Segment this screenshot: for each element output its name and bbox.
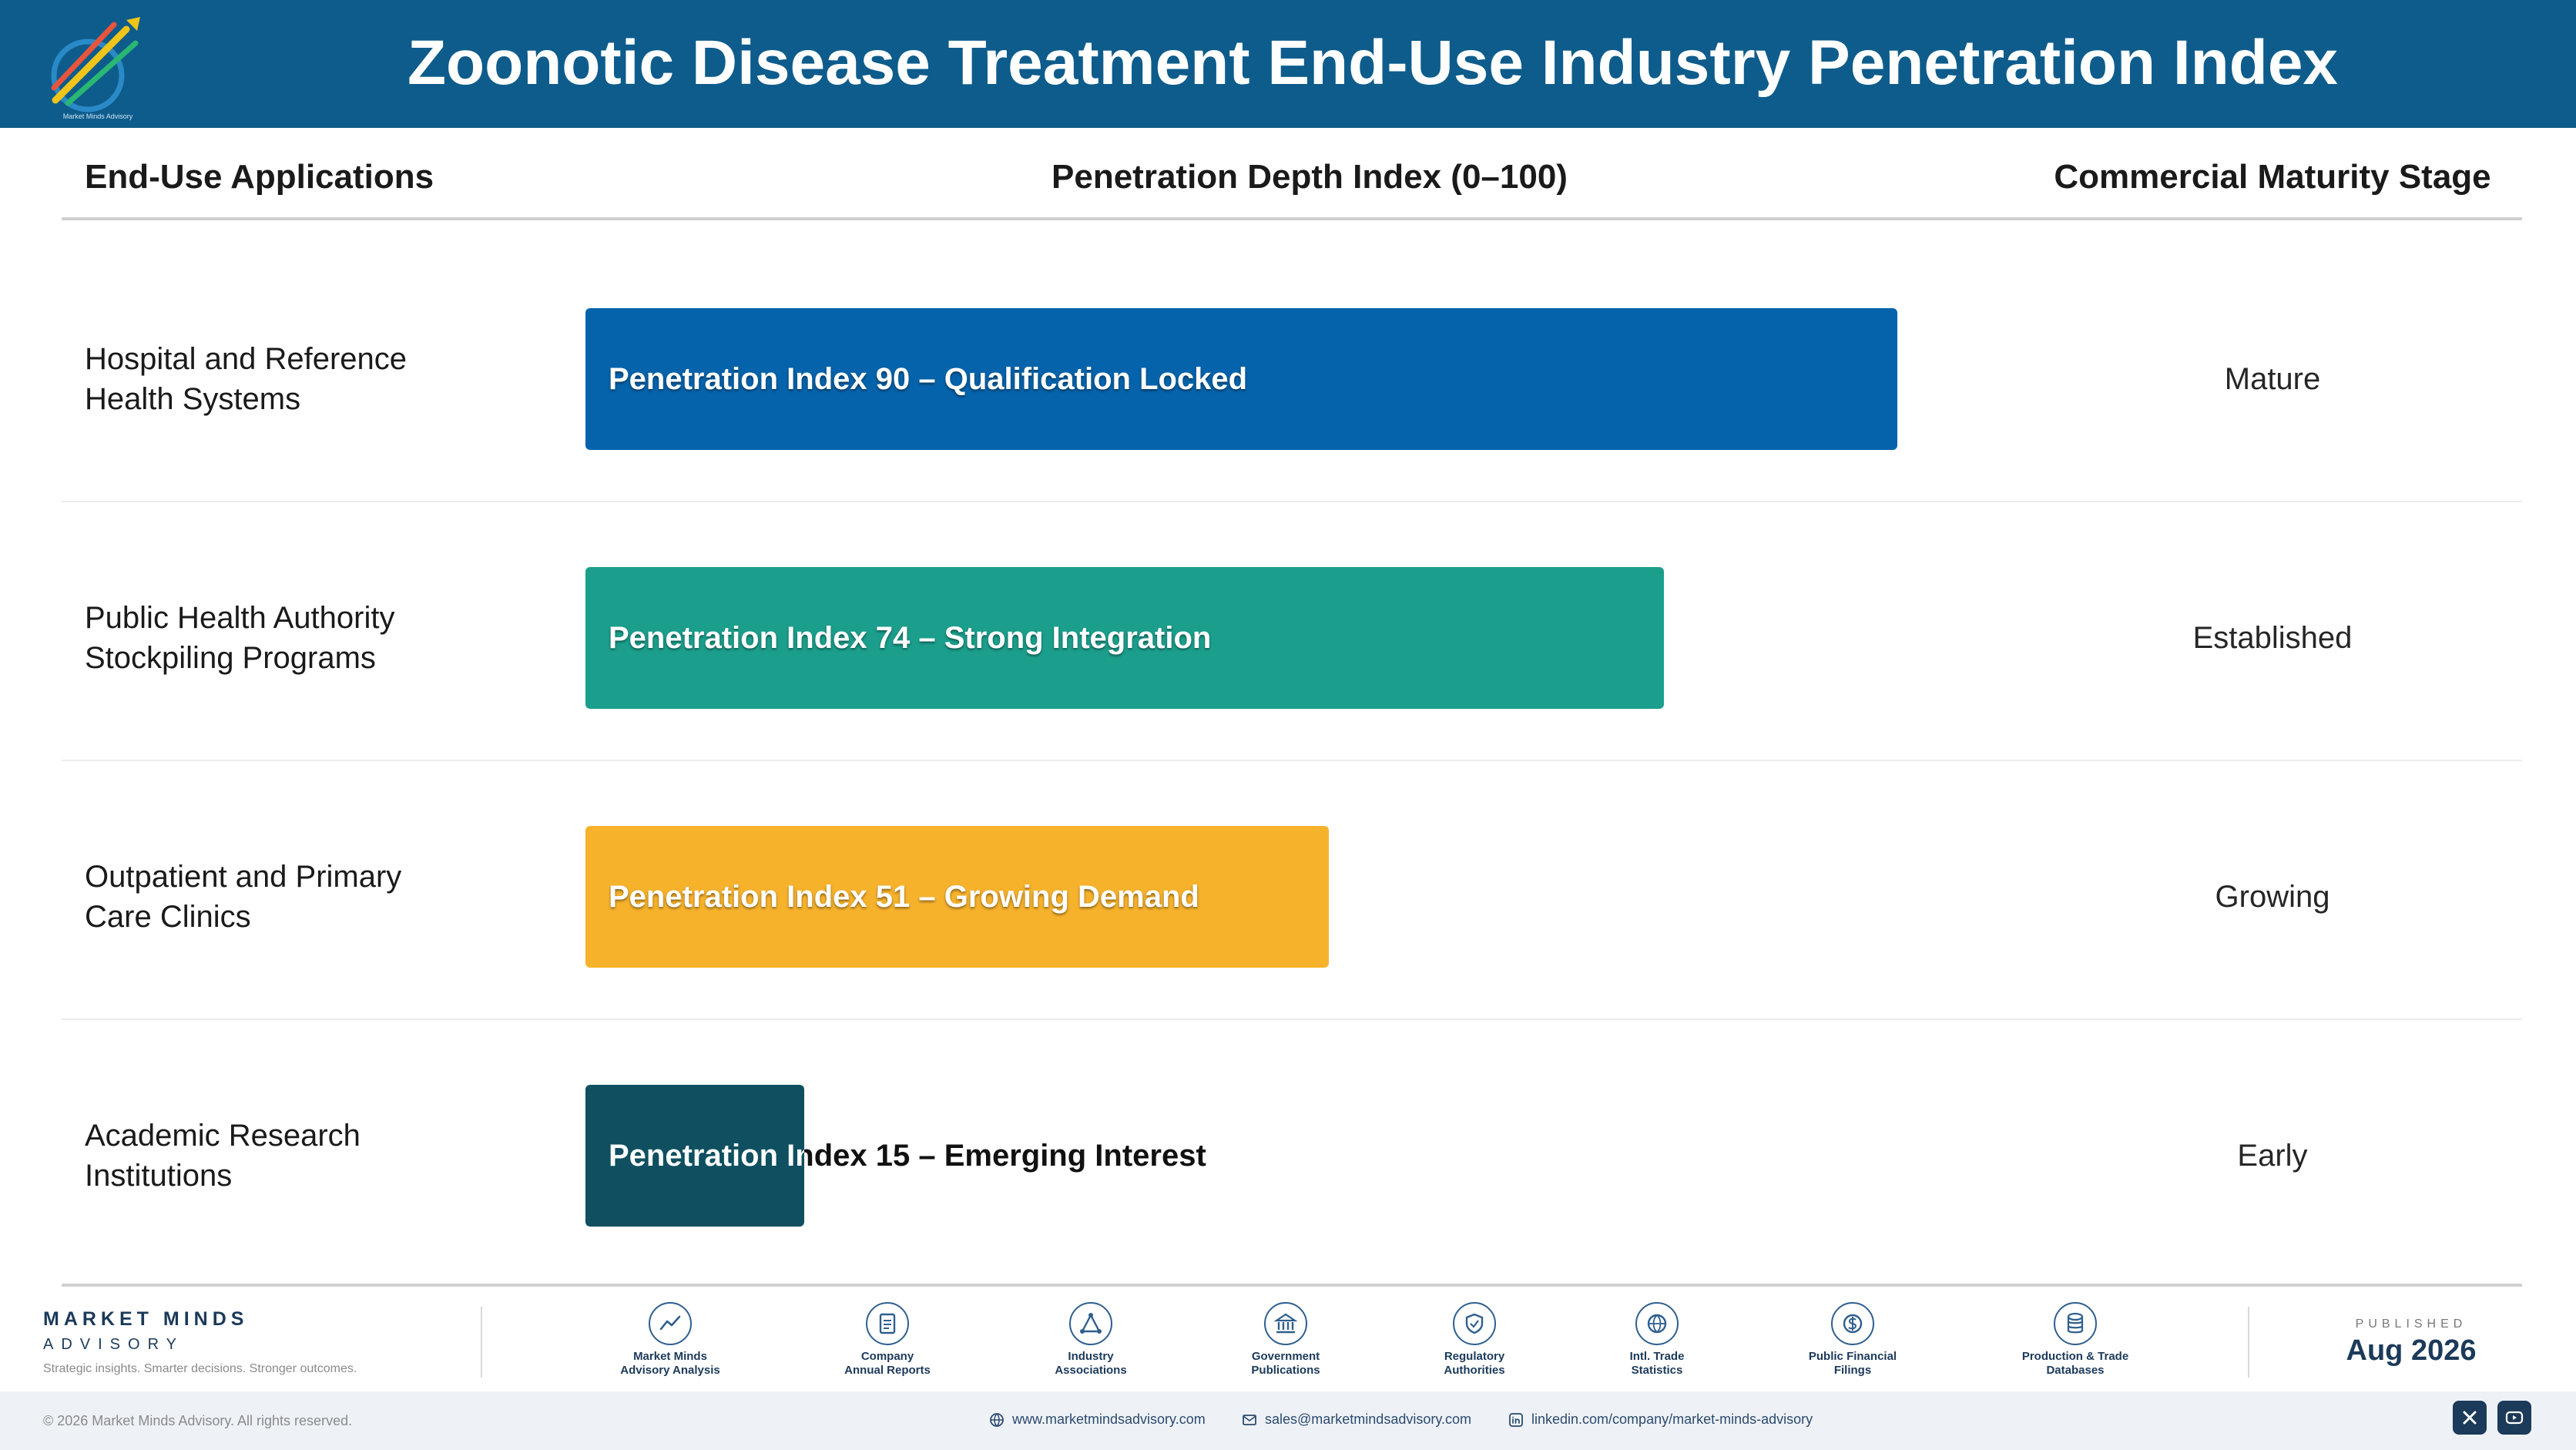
email-text: sales@marketmindsadvisory.com	[1265, 1411, 1472, 1427]
bar	[585, 826, 1329, 968]
linkedin-icon	[1509, 1412, 1523, 1427]
chart-bottom-divider	[62, 1284, 2522, 1287]
maturity-stage: Established	[2192, 621, 2353, 655]
column-header-index: Penetration Depth Index (0–100)	[1052, 158, 1568, 196]
brand-name: MARKET MINDS	[43, 1308, 249, 1330]
source-item: Regulatory Authorities	[1397, 1302, 1551, 1378]
brand-subtitle: ADVISORY	[43, 1336, 184, 1353]
chart-line-icon	[649, 1302, 692, 1345]
row-label-line: Outpatient and Primary	[85, 860, 402, 894]
source-label: Intl. Trade Statistics	[1629, 1350, 1685, 1377]
row-label: Academic Research Institutions	[85, 1116, 516, 1196]
bar	[585, 567, 1665, 709]
linkedin-link[interactable]: linkedin.com/company/market-minds-adviso…	[1508, 1411, 1813, 1428]
footer-divider-right	[2248, 1307, 2249, 1378]
bar	[585, 1085, 804, 1227]
document-icon	[866, 1302, 909, 1345]
x-social-button[interactable]	[2453, 1401, 2487, 1435]
header-divider	[62, 217, 2522, 220]
row-label: Public Health Authority Stockpiling Progr…	[85, 598, 516, 678]
logo-text: Market Minds Advisory	[63, 112, 133, 120]
row-divider	[62, 760, 2522, 761]
website-text: www.marketmindsadvisory.com	[1012, 1411, 1206, 1427]
globe-icon	[990, 1412, 1004, 1427]
network-icon	[1069, 1302, 1112, 1345]
company-logo-icon: Market Minds Advisory	[51, 17, 140, 120]
column-header-applications: End-Use Applications	[85, 158, 434, 196]
row-label-line: Public Health Authority	[85, 601, 395, 635]
bar-label: Penetration Index 90 – Qualification Loc…	[609, 362, 1248, 396]
footer-divider-left	[481, 1307, 482, 1378]
bar	[585, 308, 1897, 450]
source-label: Company Annual Reports	[844, 1350, 931, 1377]
x-logo-icon	[2463, 1411, 2477, 1425]
row-label-line: Care Clinics	[85, 900, 251, 934]
row-divider	[62, 1019, 2522, 1020]
source-label: Regulatory Authorities	[1444, 1350, 1505, 1377]
footer-main: MARKET MINDS ADVISORY Strategic insights…	[0, 1294, 2576, 1391]
source-item: Production & Trade Databases	[1998, 1302, 2152, 1378]
website-link[interactable]: www.marketmindsadvisory.com	[989, 1411, 1206, 1428]
row-label-line: Hospital and Reference	[85, 342, 408, 376]
source-label: Market Minds Advisory Analysis	[620, 1350, 720, 1377]
source-item: Public Financial Filings	[1776, 1302, 1930, 1378]
youtube-icon	[2505, 1411, 2524, 1425]
youtube-social-button[interactable]	[2497, 1401, 2531, 1435]
row-label-line: Institutions	[85, 1159, 233, 1193]
mail-icon	[1243, 1414, 1256, 1425]
row-label: Hospital and Reference Health Systems	[85, 339, 516, 419]
source-item: Intl. Trade Statistics	[1580, 1302, 1734, 1378]
maturity-stage: Mature	[2224, 362, 2321, 396]
source-label: Public Financial Filings	[1808, 1350, 1897, 1377]
source-item: Industry Associations	[1014, 1302, 1168, 1378]
published-date: Aug 2026	[2346, 1334, 2477, 1367]
brand-tagline: Strategic insights. Smarter decisions. S…	[43, 1362, 357, 1375]
bank-icon	[1264, 1302, 1307, 1345]
bar-label: Penetration Index 51 – Growing Demand	[609, 880, 1199, 914]
source-item: Government Publications	[1209, 1302, 1363, 1378]
shield-icon	[1453, 1302, 1496, 1345]
bar-label: Penetration Index 15 – Emerging Interest	[609, 1136, 1206, 1175]
column-header-stage: Commercial Maturity Stage	[2054, 158, 2491, 196]
footer-contact-bar: © 2026 Market Minds Advisory. All rights…	[0, 1391, 2576, 1450]
row-label-line: Stockpiling Programs	[85, 641, 376, 675]
row-label-line: Academic Research	[85, 1119, 361, 1153]
email-link[interactable]: sales@marketmindsadvisory.com	[1242, 1411, 1471, 1428]
page-title: Zoonotic Disease Treatment End-Use Indus…	[407, 28, 2339, 98]
published-label: PUBLISHED	[2355, 1317, 2467, 1331]
header-banner: Market Minds Advisory Zoonotic Disease T…	[0, 0, 2576, 128]
maturity-stage: Early	[2237, 1139, 2308, 1173]
row-divider	[62, 501, 2522, 502]
source-item: Company Annual Reports	[810, 1302, 964, 1378]
source-item: Market Minds Advisory Analysis	[593, 1302, 747, 1378]
globe-icon	[1635, 1302, 1679, 1345]
bar-label: Penetration Index 74 – Strong Integratio…	[609, 621, 1212, 655]
row-label-line: Health Systems	[85, 382, 301, 416]
source-label: Industry Associations	[1055, 1350, 1127, 1377]
footer: MARKET MINDS ADVISORY Strategic insights…	[0, 1294, 2576, 1450]
source-label: Government Publications	[1251, 1350, 1320, 1377]
source-label: Production & Trade Databases	[2021, 1350, 2129, 1377]
row-label: Outpatient and Primary Care Clinics	[85, 857, 516, 937]
linkedin-text: linkedin.com/company/market-minds-adviso…	[1531, 1411, 1813, 1427]
copyright: © 2026 Market Minds Advisory. All rights…	[43, 1413, 353, 1428]
maturity-stage: Growing	[2215, 880, 2330, 914]
dollar-icon	[1831, 1302, 1874, 1345]
database-icon	[2054, 1302, 2097, 1345]
